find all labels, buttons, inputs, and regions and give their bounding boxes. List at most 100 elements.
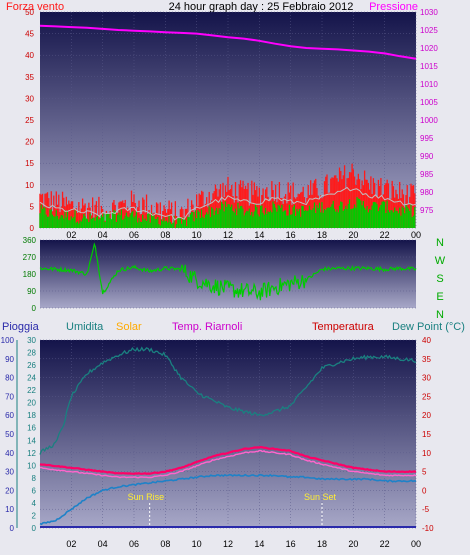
x-tick-label: 04	[98, 230, 108, 240]
y-tick-label: 980	[420, 188, 434, 197]
x-tick-label: 06	[129, 230, 139, 240]
x-tick-label: 18	[317, 230, 327, 240]
pressure-line	[39, 24, 417, 60]
pressure-label: Pressione	[369, 1, 418, 13]
y-tick-label: 30	[25, 94, 34, 103]
y-tick-label: 25	[422, 392, 431, 401]
y-tick-label: 1010	[420, 80, 438, 89]
y-tick-label: 35	[422, 355, 431, 364]
y-tick-label: 20	[27, 399, 36, 408]
y-tick-label: 20	[5, 486, 14, 495]
wind-direction-plot-area	[40, 240, 416, 308]
y-tick-label: -10	[422, 524, 434, 533]
y-tick-label: 70	[5, 392, 14, 401]
y-tick-label: 10	[422, 449, 431, 458]
y-tick-label: 5	[422, 468, 427, 477]
y-tick-label: 1000	[420, 116, 438, 125]
y-tick-label: 0	[32, 524, 37, 533]
y-tick-label: 45	[25, 30, 34, 39]
sunset-label: Sun Set	[304, 492, 337, 502]
x-tick-label: 10	[192, 230, 202, 240]
weather-legend: Pioggia Umidita Solar Temp. Riarnoli Tem…	[2, 321, 465, 333]
y-tick-label: 50	[25, 8, 34, 17]
y-tick-label: 25	[25, 116, 34, 125]
y-tick-label: 985	[420, 170, 434, 179]
dewpoint-label: Dew Point (°C)	[392, 321, 465, 333]
y-tick-label: 60	[5, 411, 14, 420]
y-tick-label: 30	[27, 336, 36, 345]
y-tick-label: 35	[25, 73, 34, 82]
y-tick-label: 90	[5, 355, 14, 364]
y-tick-label: 40	[5, 449, 14, 458]
y-tick-label: 5	[30, 202, 35, 211]
y-tick-label: 80	[5, 374, 14, 383]
y-tick-label: 0	[422, 486, 427, 495]
y-tick-label: 995	[420, 134, 434, 143]
y-tick-label: 24	[27, 374, 36, 383]
x-tick-label: 08	[160, 230, 170, 240]
compass-label: N	[436, 237, 444, 249]
y-tick-label: 30	[422, 374, 431, 383]
rain-axis-label: Pioggia	[2, 321, 40, 333]
compass-label: W	[435, 255, 446, 267]
y-tick-label: 1030	[420, 8, 438, 17]
compass-label: E	[436, 291, 443, 303]
x-tick-label: 12	[223, 539, 233, 549]
y-tick-label: 360	[23, 236, 37, 245]
humidity-axis-label: Umidita	[66, 321, 104, 333]
x-tick-label: 22	[380, 230, 390, 240]
y-tick-label: 0	[32, 304, 37, 313]
graph-title: 24 hour graph day : 25 Febbraio 2012	[169, 1, 354, 13]
x-tick-label: 14	[254, 230, 264, 240]
x-tick-label: 06	[129, 539, 139, 549]
y-tick-label: 10	[5, 505, 14, 514]
x-tick-label: 20	[348, 539, 358, 549]
wind-average-line	[39, 186, 417, 221]
y-tick-label: 180	[23, 270, 37, 279]
y-tick-label: 4	[32, 499, 37, 508]
y-tick-label: 18	[27, 411, 36, 420]
compass-label: S	[436, 273, 443, 285]
y-tick-label: 0	[10, 524, 15, 533]
dewpoint-line	[39, 473, 417, 526]
x-tick-label: 08	[160, 539, 170, 549]
y-tick-label: 90	[27, 287, 36, 296]
y-tick-label: 270	[23, 253, 37, 262]
y-tick-label: 16	[27, 424, 36, 433]
wind-direction-trace	[39, 242, 417, 301]
y-tick-label: 6	[32, 486, 37, 495]
y-tick-label: 20	[25, 138, 34, 147]
x-tick-label: 18	[317, 539, 327, 549]
app-temp-label: Temp. Riarnoli	[172, 321, 242, 333]
wind-label: Forza vento	[6, 1, 64, 13]
y-tick-label: -5	[422, 505, 430, 514]
humidity-line	[39, 346, 417, 455]
x-tick-label: 12	[223, 230, 233, 240]
x-tick-label: 02	[66, 539, 76, 549]
x-tick-label: 20	[348, 230, 358, 240]
x-tick-label: 16	[286, 230, 296, 240]
x-tick-label: 22	[380, 539, 390, 549]
y-tick-label: 1015	[420, 62, 438, 71]
temperature-label: Temperatura	[312, 321, 375, 333]
y-tick-label: 8	[32, 474, 37, 483]
y-tick-label: 20	[422, 411, 431, 420]
y-tick-label: 40	[422, 336, 431, 345]
y-tick-label: 28	[27, 349, 36, 358]
temperature-line	[39, 445, 417, 475]
x-tick-label: 02	[66, 230, 76, 240]
y-tick-label: 26	[27, 361, 36, 370]
y-tick-label: 10	[27, 461, 36, 470]
y-tick-label: 10	[25, 181, 34, 190]
x-tick-label: 00	[411, 230, 421, 240]
y-tick-label: 12	[27, 449, 36, 458]
y-tick-label: 40	[25, 51, 34, 60]
x-tick-label: 00	[411, 539, 421, 549]
y-tick-label: 0	[30, 224, 35, 233]
sunrise-label: Sun Rise	[128, 492, 165, 502]
y-tick-label: 30	[5, 468, 14, 477]
y-tick-label: 22	[27, 386, 36, 395]
